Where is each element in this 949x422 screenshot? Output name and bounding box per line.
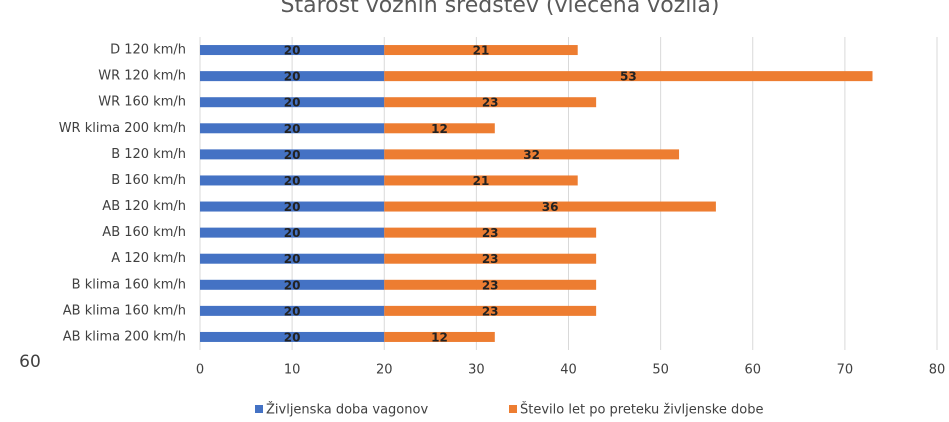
y-tick-label: AB klima 160 km/h bbox=[63, 303, 186, 318]
bar bbox=[384, 253, 597, 264]
bar bbox=[200, 279, 385, 290]
chart-title: Starost voznih sredstev (vlečena vozila) bbox=[281, 0, 720, 18]
data-label: 20 bbox=[284, 70, 301, 84]
bar bbox=[384, 71, 873, 82]
legend-swatch bbox=[509, 405, 517, 413]
bar bbox=[200, 253, 385, 264]
bar bbox=[384, 45, 578, 56]
data-label: 32 bbox=[523, 148, 540, 162]
bar bbox=[384, 305, 597, 316]
y-tick-label: B 160 km/h bbox=[111, 173, 186, 188]
bar bbox=[384, 201, 716, 212]
bar bbox=[200, 305, 385, 316]
y-tick-label: D 120 km/h bbox=[110, 43, 186, 58]
bar bbox=[200, 201, 385, 212]
x-tick-label: 10 bbox=[284, 363, 301, 378]
x-tick-label: 80 bbox=[929, 363, 946, 378]
y-tick-label: AB klima 200 km/h bbox=[63, 329, 186, 344]
data-label: 12 bbox=[431, 330, 448, 344]
data-label: 20 bbox=[284, 122, 301, 136]
data-label: 20 bbox=[284, 44, 301, 58]
bar bbox=[384, 175, 578, 186]
bar bbox=[384, 279, 597, 290]
x-tick-label: 40 bbox=[560, 363, 577, 378]
bar bbox=[384, 149, 680, 160]
y-tick-label: WR 120 km/h bbox=[98, 69, 186, 84]
data-label: 21 bbox=[473, 174, 490, 188]
annotation: 60 bbox=[19, 352, 41, 372]
bar bbox=[200, 97, 385, 108]
y-tick-label: A 120 km/h bbox=[111, 251, 186, 266]
data-label: 20 bbox=[284, 148, 301, 162]
bar bbox=[200, 175, 385, 186]
x-tick-label: 20 bbox=[376, 363, 393, 378]
legend-label: Število let po preteku življenske dobe bbox=[520, 402, 763, 418]
y-tick-label: WR 160 km/h bbox=[98, 95, 186, 110]
x-tick-label: 0 bbox=[196, 363, 204, 378]
bar bbox=[384, 123, 495, 134]
y-tick-label: B klima 160 km/h bbox=[72, 277, 186, 292]
bar bbox=[200, 71, 385, 82]
y-tick-label: AB 120 km/h bbox=[102, 199, 186, 214]
legend-label: Življenska doba vagonov bbox=[266, 402, 428, 418]
bar bbox=[384, 331, 495, 342]
bar bbox=[200, 227, 385, 238]
bar bbox=[200, 149, 385, 160]
data-label: 20 bbox=[284, 278, 301, 292]
data-label: 23 bbox=[482, 278, 499, 292]
y-tick-label: WR klima 200 km/h bbox=[59, 121, 186, 136]
legend-swatch bbox=[255, 405, 263, 413]
data-label: 21 bbox=[473, 44, 490, 58]
data-label: 23 bbox=[482, 304, 499, 318]
data-label: 20 bbox=[284, 96, 301, 110]
data-label: 12 bbox=[431, 122, 448, 136]
bar bbox=[200, 331, 385, 342]
bar bbox=[200, 123, 385, 134]
data-label: 20 bbox=[284, 174, 301, 188]
data-label: 36 bbox=[542, 200, 559, 214]
data-label: 20 bbox=[284, 330, 301, 344]
x-tick-label: 60 bbox=[744, 363, 761, 378]
data-label: 23 bbox=[482, 96, 499, 110]
x-tick-label: 50 bbox=[652, 363, 669, 378]
data-label: 23 bbox=[482, 226, 499, 240]
data-label: 23 bbox=[482, 252, 499, 266]
y-tick-label: B 120 km/h bbox=[111, 147, 186, 162]
data-label: 20 bbox=[284, 226, 301, 240]
bar bbox=[200, 45, 385, 56]
x-tick-label: 30 bbox=[468, 363, 485, 378]
data-label: 53 bbox=[620, 70, 637, 84]
bar bbox=[384, 97, 597, 108]
x-tick-label: 70 bbox=[837, 363, 854, 378]
bar bbox=[384, 227, 597, 238]
y-tick-label: AB 160 km/h bbox=[102, 225, 186, 240]
data-label: 20 bbox=[284, 304, 301, 318]
data-label: 20 bbox=[284, 252, 301, 266]
data-label: 20 bbox=[284, 200, 301, 214]
